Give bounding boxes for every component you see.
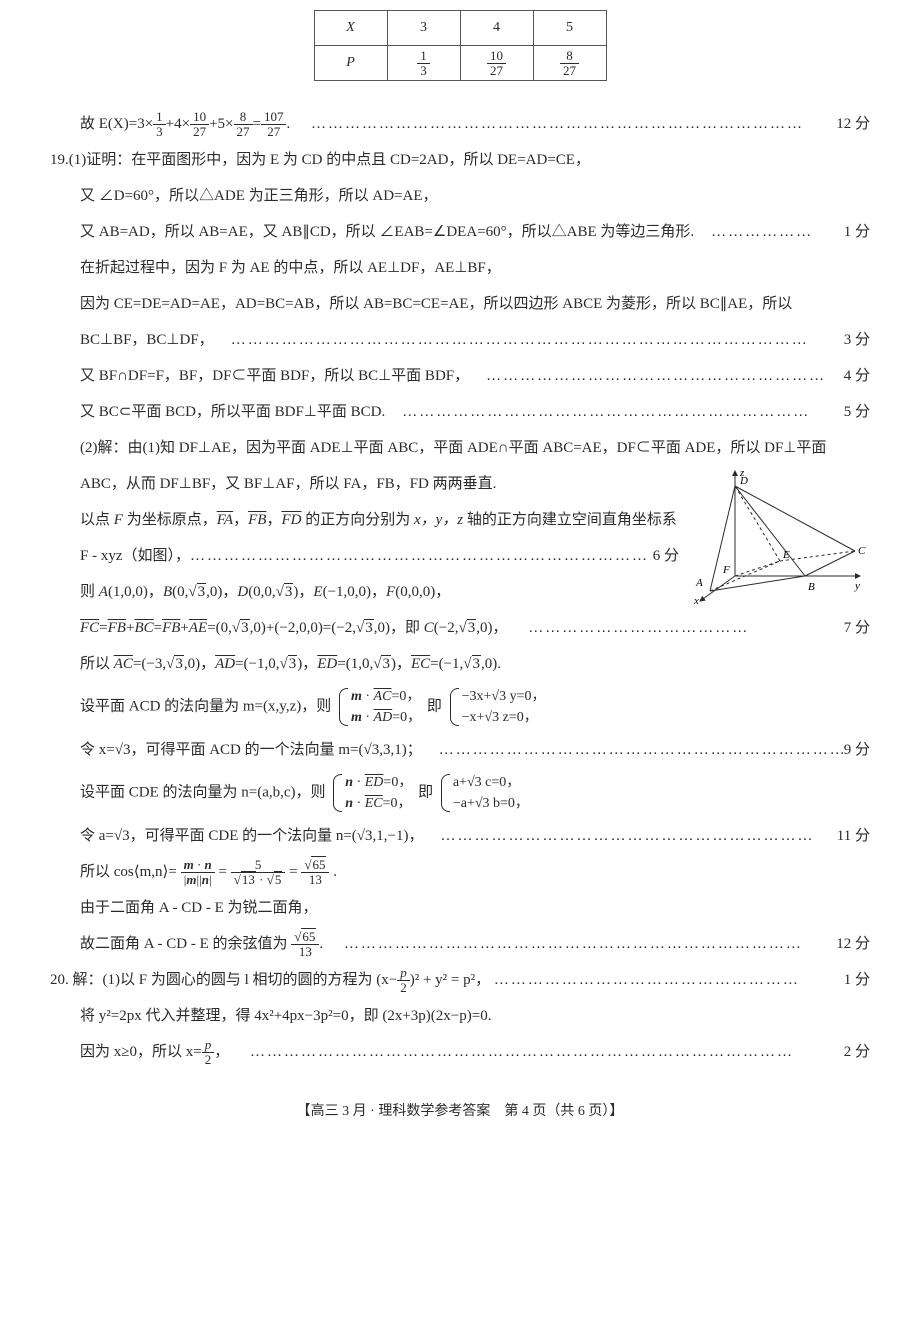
q20-1: 20. 解：(1)以 F 为圆心的圆与 l 相切的圆的方程为 (x−p2)² +… — [50, 962, 870, 998]
q19-21: 由于二面角 A - CD - E 为锐二面角， — [50, 890, 870, 926]
distribution-table: X 3 4 5 P 13 1027 827 — [314, 10, 607, 81]
brace-cde-2: a+√3 c=0， −a+√3 b=0， — [439, 772, 529, 814]
brace-acd-1: m · AC=0， m · AD=0， — [337, 686, 421, 728]
q19-16: 设平面 ACD 的法向量为 m=(x,y,z)，则 m · AC=0， m · … — [50, 682, 870, 732]
q19-8: 又 BC⊂平面 BCD，所以平面 BDF⊥平面 BCD. ……………………………… — [50, 394, 870, 430]
svg-text:x: x — [693, 595, 699, 606]
q20-2: 将 y²=2px 代入并整理，得 4x²+4px−3p²=0，即 (2x+3p)… — [50, 998, 870, 1034]
svg-text:y: y — [854, 580, 860, 592]
q19-15: 所以 AC=(−3,3,0)，AD=(−1,0,3)，ED=(1,0,3)，EC… — [50, 646, 870, 682]
p3: 827 — [533, 46, 606, 81]
svg-text:A: A — [695, 577, 703, 589]
coordinate-figure: A B C D E F x y z — [690, 466, 870, 606]
q19-2: 又 ∠D=60°，所以△ADE 为正三角形，所以 AD=AE， — [50, 178, 870, 214]
th-3: 3 — [387, 11, 460, 46]
score-12: 12 分 — [836, 106, 870, 142]
p2: 1027 — [460, 46, 533, 81]
q19-12: F - xyz（如图），……………………………………………………………………… … — [50, 538, 680, 574]
svg-text:B: B — [808, 581, 815, 593]
brace-cde-1: n · ED=0， n · EC=0， — [331, 772, 412, 814]
svg-text:z: z — [739, 467, 745, 479]
q19-19: 令 a=√3，可得平面 CDE 的一个法向量 n=(√3,1,−1)， …………… — [50, 818, 870, 854]
q19-18: 设平面 CDE 的法向量为 n=(a,b,c)，则 n · ED=0， n · … — [50, 768, 870, 818]
q19-6: BC⊥BF，BC⊥DF， ………………………………………………………………………… — [50, 322, 870, 358]
q19-1: 19.(1)证明：在平面图形中，因为 E 为 CD 的中点且 CD=2AD，所以… — [50, 142, 870, 178]
q19-5: 因为 CE=DE=AD=AE，AD=BC=AB，所以 AB=BC=CE=AE，所… — [50, 286, 870, 322]
q20-3: 因为 x≥0，所以 x=p2， ………………………………………………………………… — [50, 1034, 870, 1070]
q19-14: FC=FB+BC=FB+AE=(0,3,0)+(−2,0,0)=(−2,3,0)… — [50, 610, 870, 646]
p1: 13 — [387, 46, 460, 81]
svg-text:F: F — [722, 564, 730, 576]
brace-acd-2: −3x+√3 y=0， −x+√3 z=0， — [448, 686, 546, 728]
q19-13: 则 A(1,0,0)，B(0,3,0)，D(0,0,3)，E(−1,0,0)，F… — [50, 574, 680, 610]
th-4: 4 — [460, 11, 533, 46]
q19-4: 在折起过程中，因为 F 为 AE 的中点，所以 AE⊥DF，AE⊥BF， — [50, 250, 870, 286]
q19-7: 又 BF∩DF=F，BF，DF⊂平面 BDF，所以 BC⊥平面 BDF， ………… — [50, 358, 870, 394]
expectation-line: 故 E(X)=3×13+4×1027+5×827=10727. ……………………… — [50, 106, 870, 142]
svg-text:E: E — [782, 549, 790, 561]
q19-10: ABC，从而 DF⊥BF，又 BF⊥AF，所以 FA，FB，FD 两两垂直. — [50, 466, 680, 502]
row-label-P: P — [314, 46, 387, 81]
svg-text:C: C — [858, 545, 866, 557]
q19-9: (2)解：由(1)知 DF⊥AE，因为平面 ADE⊥平面 ABC，平面 ADE∩… — [50, 430, 870, 466]
th-5: 5 — [533, 11, 606, 46]
q19-17: 令 x=√3，可得平面 ACD 的一个法向量 m=(√3,3,1)； ……………… — [50, 732, 870, 768]
q19-3: 又 AB=AD，所以 AB=AE，又 AB∥CD，所以 ∠EAB=∠DEA=60… — [50, 214, 870, 250]
th-X: X — [314, 11, 387, 46]
page-footer: 【高三 3 月 · 理科数学参考答案 第 4 页（共 6 页）】 — [50, 1095, 870, 1129]
q19-11: 以点 F 为坐标原点，FA，FB，FD 的正方向分别为 x，y，z 轴的正方向建… — [50, 502, 680, 538]
q19-20: 所以 cos⟨m,n⟩= m · n|m||n| = 513 · 5 = 651… — [50, 854, 870, 890]
q19-22: 故二面角 A - CD - E 的余弦值为 6513. ………………………………… — [50, 926, 870, 962]
